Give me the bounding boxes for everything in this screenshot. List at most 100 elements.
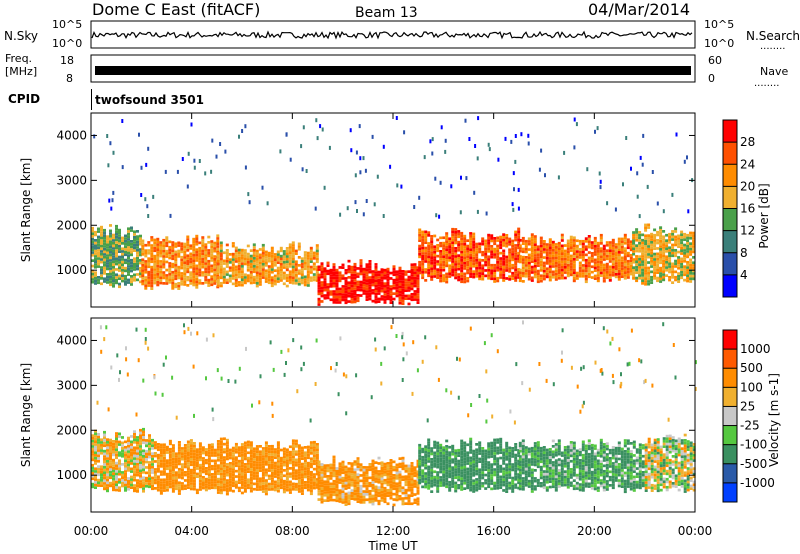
colorbar-swatch: [723, 120, 737, 143]
nsky-tick-high: 10^5: [52, 18, 82, 31]
cpid-label: CPID: [8, 92, 40, 106]
colorbar-swatch: [723, 142, 737, 165]
power-colorbar-tick: 8: [740, 246, 748, 260]
beam-title: Beam 13: [355, 5, 418, 21]
ytick-label: 2000: [56, 218, 87, 232]
colorbar-swatch: [723, 208, 737, 231]
nsky-line: [91, 30, 693, 40]
power-colorbar-label: Power [dB]: [757, 183, 771, 248]
ytick-label: 3000: [56, 173, 87, 187]
freq-trace: [95, 66, 691, 75]
velocity-band-0: [91, 427, 154, 493]
power-colorbar-tick: 24: [740, 157, 755, 171]
xtick-label: 16:00: [476, 524, 511, 538]
velocity-colorbar-tick: -100: [740, 438, 767, 452]
xtick-label: 08:00: [275, 524, 310, 538]
date-title: 04/Mar/2014: [588, 0, 690, 19]
colorbar-swatch: [723, 444, 737, 464]
power-colorbar-tick: 28: [740, 135, 755, 149]
power-band-5: [518, 233, 633, 284]
power-scatter: [93, 116, 694, 219]
freq-panel: [90, 54, 696, 83]
nave-tick-low: 0: [708, 72, 715, 85]
velocity-colorbar-tick: 100: [740, 380, 763, 394]
velocity-colorbar: 1000 500 100 25 -25 -100 -500 -1000: [722, 329, 775, 503]
colorbar-swatch: [723, 349, 737, 369]
power-band-3: [317, 259, 420, 306]
freq-label-1: Freq.: [5, 52, 32, 65]
colorbar-swatch: [723, 164, 737, 187]
colorbar-swatch: [723, 406, 737, 426]
nsearch-dots: ........: [760, 41, 785, 52]
power-colorbar: 4 8 12 16 20 24 28: [722, 119, 755, 298]
power-band-0: [91, 224, 142, 289]
colorbar-swatch: [723, 186, 737, 209]
nsearch-tick-low: 10^0: [704, 37, 734, 50]
colorbar-swatch: [723, 252, 737, 275]
nave-tick-high: 60: [708, 54, 722, 67]
velocity-colorbar-tick: -500: [740, 457, 767, 471]
velocity-colorbar-tick: 25: [740, 399, 755, 413]
velocity-data: [91, 320, 697, 507]
freq-label-2: [MHz]: [5, 65, 37, 78]
xtick-label: 12:00: [376, 524, 411, 538]
velocity-band-1: [153, 437, 319, 496]
x-axis-ticks: 00:00 04:00 08:00 12:00 16:00 20:00 00:00: [74, 113, 713, 538]
colorbar-swatch: [723, 274, 737, 297]
colorbar-swatch: [723, 230, 737, 253]
nsky-label: N.Sky: [4, 29, 38, 43]
velocity-colorbar-tick: -25: [740, 419, 760, 433]
colorbar-swatch: [723, 368, 737, 388]
power-ticks: 1000 2000 3000 4000: [56, 128, 695, 277]
nsearch-tick-high: 10^5: [704, 18, 734, 31]
nsearch-label: N.Search: [746, 29, 800, 43]
velocity-band-2: [317, 455, 420, 507]
ytick-label: 1000: [56, 263, 87, 277]
colorbar-swatch: [723, 330, 737, 350]
velocity-band-4: [518, 438, 645, 494]
colorbar-swatch: [723, 425, 737, 445]
xtick-label: 00:00: [678, 524, 713, 538]
cpid-value: twofsound 3501: [95, 93, 204, 107]
power-band-2: [216, 241, 319, 288]
station-title: Dome C East (fitACF): [92, 0, 260, 19]
ytick-label: 3000: [56, 378, 87, 392]
velocity-ticks: 1000 2000 3000 4000: [56, 333, 695, 482]
colorbar-swatch: [723, 387, 737, 407]
nsky-trace: [91, 30, 693, 40]
x-axis-label: Time UT: [367, 539, 418, 553]
freq-tick-high: 18: [60, 54, 74, 67]
colorbar-swatch: [723, 463, 737, 483]
velocity-colorbar-tick: 1000: [740, 342, 771, 356]
velocity-ylabel: Slant Range [km]: [19, 363, 33, 467]
nave-label: Nave: [760, 65, 788, 78]
ytick-label: 4000: [56, 333, 87, 347]
velocity-band-5: [644, 433, 696, 493]
velocity-colorbar-tick: 500: [740, 361, 763, 375]
velocity-colorbar-tick: -1000: [740, 476, 775, 490]
xtick-label: 04:00: [174, 524, 209, 538]
power-colorbar-tick: 4: [740, 268, 748, 282]
nsky-panel: [90, 20, 696, 49]
xtick-label: 20:00: [577, 524, 612, 538]
power-band-6: [632, 223, 696, 286]
ytick-label: 1000: [56, 468, 87, 482]
velocity-band-3: [418, 437, 521, 493]
nsky-tick-low: 10^0: [52, 37, 82, 50]
power-band-4: [418, 227, 521, 284]
ytick-label: 4000: [56, 128, 87, 142]
xtick-label: 00:00: [74, 524, 109, 538]
nave-dots: ........: [754, 78, 779, 89]
velocity-scatter: [96, 320, 697, 425]
power-colorbar-tick: 20: [740, 179, 755, 193]
velocity-colorbar-label: Velocity [m s-1]: [767, 373, 781, 467]
power-band-1: [141, 234, 220, 290]
colorbar-swatch: [723, 482, 737, 502]
power-ylabel: Slant Range [km]: [19, 158, 33, 262]
power-data: [91, 116, 696, 306]
power-colorbar-tick: 16: [740, 202, 755, 216]
freq-tick-low: 8: [66, 72, 73, 85]
power-colorbar-tick: 12: [740, 224, 755, 238]
ytick-label: 2000: [56, 423, 87, 437]
